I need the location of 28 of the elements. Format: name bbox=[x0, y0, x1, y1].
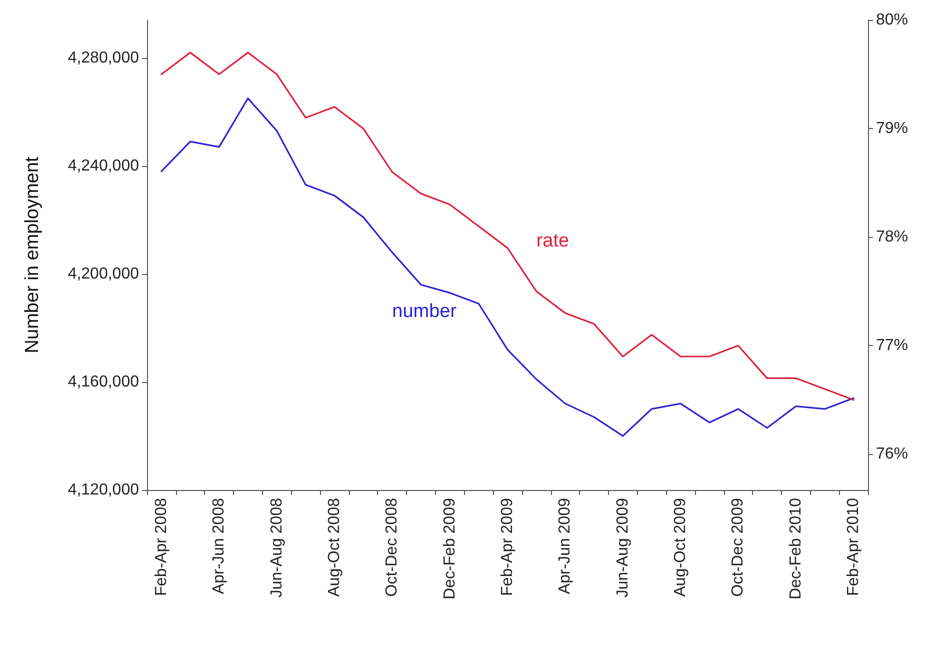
x-tick-label: Feb-Apr 2010 bbox=[845, 498, 862, 596]
y-axis-title: Number in employment bbox=[22, 156, 43, 354]
x-tick-label: Aug-Oct 2009 bbox=[672, 498, 690, 597]
x-tick-label: Oct-Dec 2008 bbox=[384, 498, 401, 597]
y-tick-label: 4,240,000 bbox=[68, 157, 140, 174]
y-tick-label: 4,120,000 bbox=[68, 482, 140, 498]
y-tick-label: 4,200,000 bbox=[68, 265, 140, 282]
line-series bbox=[160, 98, 854, 437]
x-tick-label: Dec-Feb 2010 bbox=[787, 498, 804, 600]
x-tick-label: Feb-Apr 2008 bbox=[152, 498, 170, 596]
y2-tick-label: 78% bbox=[876, 228, 908, 246]
y-tick-label: 4,160,000 bbox=[68, 373, 140, 390]
x-tick-label: Apr-Jun 2009 bbox=[556, 498, 574, 594]
series-label: rate bbox=[536, 230, 570, 252]
x-tick-label: Aug-Oct 2008 bbox=[326, 498, 343, 597]
x-tick-label: Dec-Feb 2009 bbox=[441, 498, 458, 600]
y2-tick-label: 80% bbox=[876, 12, 908, 28]
series-label: number bbox=[392, 301, 458, 322]
x-tick-label: Feb-Apr 2009 bbox=[499, 498, 516, 596]
y2-tick-label: 79% bbox=[876, 120, 908, 138]
x-tick-label: Jun-Aug 2009 bbox=[614, 498, 632, 598]
y-tick-label: 4,280,000 bbox=[68, 49, 140, 66]
line-series bbox=[160, 52, 854, 401]
y2-tick-label: 76% bbox=[876, 446, 908, 463]
x-tick-label: Jun-Aug 2008 bbox=[268, 498, 286, 598]
x-tick-label: Oct-Dec 2009 bbox=[730, 498, 747, 597]
x-tick-label: Apr-Jun 2008 bbox=[210, 498, 228, 594]
y2-tick-label: 77% bbox=[876, 337, 908, 354]
